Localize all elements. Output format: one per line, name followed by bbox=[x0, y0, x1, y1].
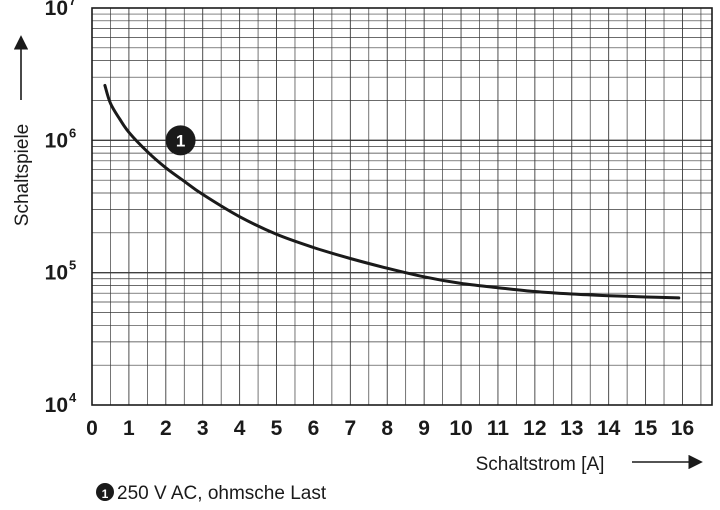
x-tick-label: 2 bbox=[160, 417, 172, 440]
y-tick-base: 10 bbox=[45, 0, 68, 20]
y-tick-label: 10 5 bbox=[45, 258, 77, 285]
x-tick-label: 14 bbox=[597, 417, 621, 440]
x-tick-label: 13 bbox=[560, 417, 583, 440]
x-tick-label: 0 bbox=[86, 417, 98, 440]
x-tick-label: 7 bbox=[344, 417, 356, 440]
y-tick-base: 10 bbox=[45, 394, 68, 417]
series-layer bbox=[103, 83, 681, 300]
x-tick-label: 11 bbox=[487, 417, 510, 440]
x-axis-label: Schaltstrom [A] bbox=[476, 454, 605, 475]
y-tick-base: 10 bbox=[45, 262, 68, 285]
x-tick-label: 15 bbox=[634, 417, 658, 440]
legend-marker-circle bbox=[96, 483, 114, 501]
x-tick-label: 12 bbox=[523, 417, 546, 440]
annotation-marker-number: 1 bbox=[176, 131, 185, 150]
y-tick-label: 10 6 bbox=[45, 125, 77, 152]
legend: 1 250 V AC, ohmsche Last bbox=[96, 483, 327, 504]
y-tick-exponent: 7 bbox=[69, 0, 76, 8]
y-axis-title-group: Schaltspiele bbox=[12, 35, 33, 226]
y-tick-base: 10 bbox=[45, 129, 68, 152]
plot-grid bbox=[92, 7, 712, 406]
x-tick-label: 4 bbox=[234, 417, 246, 440]
y-tick-exponent: 5 bbox=[69, 258, 76, 273]
y-axis-label: Schaltspiele bbox=[12, 124, 33, 226]
x-tick-label: 1 bbox=[123, 417, 135, 440]
annotation-marker-circle bbox=[165, 125, 196, 156]
y-tick-exponent: 6 bbox=[69, 125, 76, 140]
x-tick-label: 10 bbox=[449, 417, 472, 440]
plot-border bbox=[91, 7, 713, 406]
series-line-1 bbox=[103, 83, 681, 300]
x-tick-label: 3 bbox=[197, 417, 209, 440]
x-tick-label: 8 bbox=[381, 417, 393, 440]
x-tick-labels: 0 1 2 3 4 5 6 7 8 9 10 11 12 13 14 15 16 bbox=[86, 417, 694, 440]
legend-text: 250 V AC, ohmsche Last bbox=[117, 483, 327, 504]
legend-marker-number: 1 bbox=[102, 487, 109, 501]
y-tick-label: 10 4 bbox=[45, 390, 77, 417]
annotation-layer: 1 bbox=[165, 125, 196, 156]
x-tick-label: 5 bbox=[271, 417, 283, 440]
y-tick-exponent: 4 bbox=[69, 390, 77, 405]
x-tick-label: 9 bbox=[418, 417, 430, 440]
x-tick-label: 16 bbox=[671, 417, 694, 440]
plot-frame bbox=[91, 7, 713, 406]
x-axis-title-group: Schaltstrom [A] bbox=[476, 454, 703, 475]
y-tick-label: 10 7 bbox=[45, 0, 77, 20]
x-tick-label: 6 bbox=[308, 417, 320, 440]
